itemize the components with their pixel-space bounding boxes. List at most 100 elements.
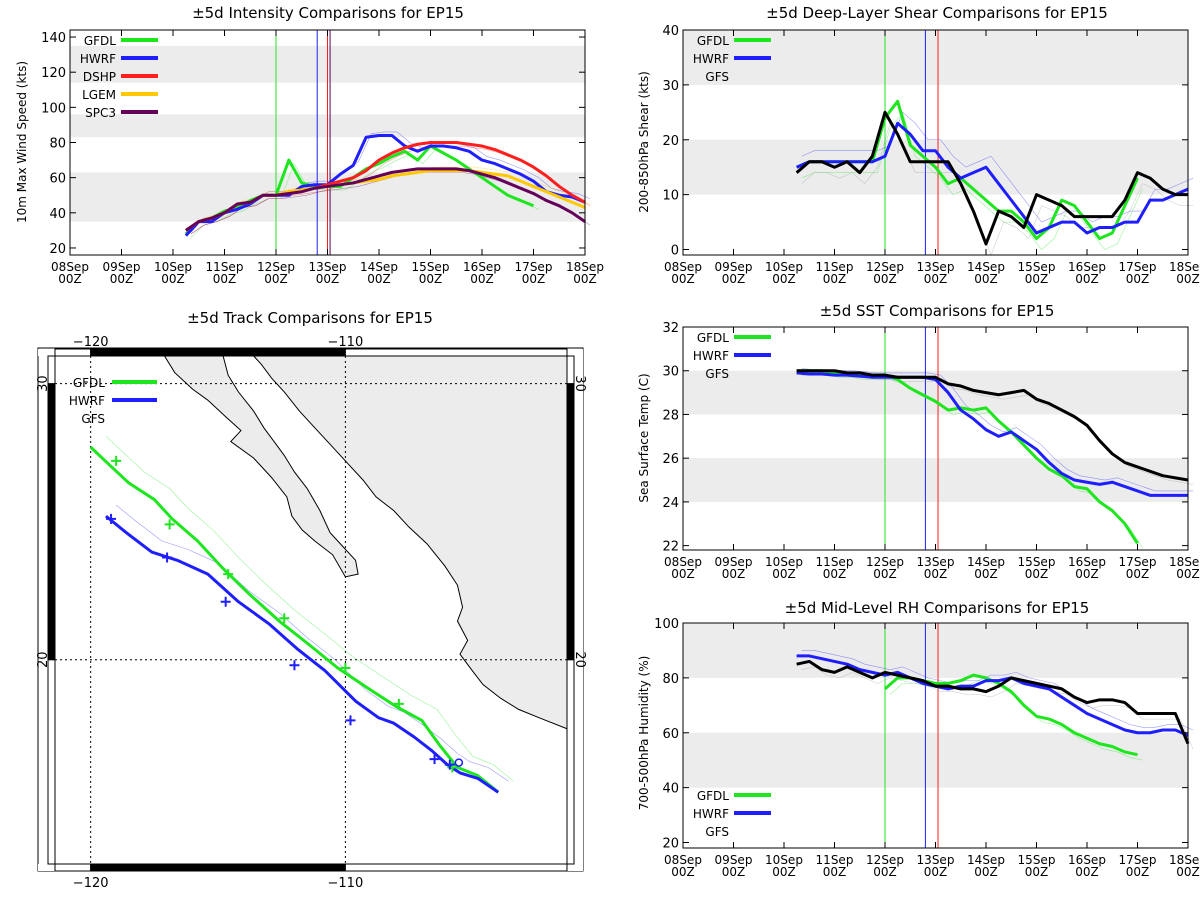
sst-xtick-label: 09Sep [715, 555, 753, 569]
rh-legend-label-hwrf: HWRF [693, 807, 729, 821]
track-lat-label-right: 30 [572, 375, 587, 392]
sst-xtick-sublabel: 00Z [873, 567, 897, 581]
intensity-ytick-label: 100 [41, 101, 66, 116]
rh-xtick-label: 16Sep [1068, 853, 1106, 867]
intensity-xtick-sublabel: 00Z [573, 272, 597, 286]
rh-xtick-label: 11Sep [816, 853, 854, 867]
intensity-legend-label-dshp: DSHP [83, 70, 116, 84]
track-marker-hwrf [444, 759, 455, 770]
sst-legend-label-gfdl: GFDL [697, 331, 729, 345]
sst-xtick-sublabel: 00Z [722, 567, 746, 581]
intensity-xtick-sublabel: 00Z [367, 272, 391, 286]
track-lat-label-left: 30 [36, 375, 51, 392]
intensity-ylabel: 10m Max Wind Speed (kts) [15, 61, 29, 223]
shear-xtick-label: 08Sep [664, 260, 702, 274]
sst-title: ±5d SST Comparisons for EP15 [820, 302, 1055, 320]
track-left-scalebar [47, 659, 56, 865]
mainland-coast [252, 355, 568, 730]
rh-xtick-sublabel: 00Z [1126, 865, 1150, 879]
shear-guidance-gfs [801, 122, 1194, 256]
shear-xtick-sublabel: 00Z [873, 272, 897, 286]
intensity-xtick-label: 15Sep [412, 260, 450, 274]
sst-xtick-label: 11Sep [816, 555, 854, 569]
sst-guidance-hwrf [801, 368, 1194, 492]
track-marker-gfs [323, 635, 333, 645]
rh-ylabel: 700-500hPa Humidity (%) [637, 656, 651, 811]
rh-xtick-label: 08Sep [664, 853, 702, 867]
rh-xtick-label: 13Sep [917, 853, 955, 867]
shear-xtick-sublabel: 00Z [924, 272, 948, 286]
shear-xtick-label: 12Sep [866, 260, 904, 274]
sst-guidance-gfdl [801, 374, 1143, 548]
track-line-gfdl [89, 446, 500, 794]
sst-series-hwrf [796, 371, 1188, 497]
shear-guidance-hwrf [801, 111, 1194, 223]
shear-title: ±5d Deep-Layer Shear Comparisons for EP1… [766, 4, 1108, 22]
shear-legend-label-gfs: GFS [705, 70, 729, 84]
rh-series-gfs [796, 659, 1190, 745]
shear-ytick-label: 0 [671, 244, 679, 259]
track-marker-hwrf [289, 660, 300, 671]
track-bottom-scalebar [344, 863, 568, 872]
shear-ytick-label: 10 [662, 189, 679, 204]
intensity-title: ±5d Intensity Comparisons for EP15 [192, 4, 464, 22]
sst-ytick-label: 22 [662, 540, 679, 555]
shear-xtick-label: 09Sep [715, 260, 753, 274]
rh-ytick-label: 60 [662, 727, 679, 742]
rh-ytick-label: 100 [654, 617, 679, 632]
rh-xtick-label: 14Sep [967, 853, 1005, 867]
track-marker-hwrf [220, 596, 231, 607]
shear-xtick-sublabel: 00Z [1075, 272, 1099, 286]
sst-xtick-sublabel: 00Z [1126, 567, 1150, 581]
sst-xtick-label: 08Sep [664, 555, 702, 569]
shear-series-hwrf [796, 121, 1189, 235]
rh-xtick-label: 12Sep [866, 853, 904, 867]
sst-xtick-sublabel: 00Z [924, 567, 948, 581]
sst-ytick-label: 24 [662, 496, 679, 511]
sst-xtick-label: 17Sep [1119, 555, 1157, 569]
rh-xtick-label: 18Sep [1169, 853, 1200, 867]
intensity-xtick-sublabel: 00Z [213, 272, 237, 286]
shear-xtick-sublabel: 00Z [1126, 272, 1150, 286]
intensity-series-spc3 [185, 167, 586, 232]
track-left-scalebar [47, 383, 56, 661]
track-marker-gfdl [223, 569, 234, 580]
rh-xtick-label: 15Sep [1018, 853, 1056, 867]
rh-xtick-sublabel: 00Z [772, 865, 796, 879]
rh-xtick-label: 10Sep [765, 853, 803, 867]
intensity-xtick-sublabel: 00Z [316, 272, 340, 286]
rh-xtick-sublabel: 00Z [1075, 865, 1099, 879]
sst-ytick-label: 30 [662, 365, 679, 380]
intensity-ytick-label: 20 [49, 242, 66, 257]
track-panel: −120 −120 −110 −110 20 20 30 30 GFDL HWRF GFS [36, 335, 587, 891]
sst-ytick-label: 32 [662, 321, 679, 336]
sst-frame [682, 326, 1189, 551]
rh-title: ±5d Mid-Level RH Comparisons for EP15 [785, 599, 1090, 617]
intensity-xtick-sublabel: 00Z [522, 272, 546, 286]
intensity-xtick-sublabel: 00Z [161, 272, 185, 286]
intensity-xtick-label: 10Sep [154, 260, 192, 274]
shear-xtick-sublabel: 00Z [823, 272, 847, 286]
track-marker-gfdl [279, 613, 290, 624]
shear-xtick-sublabel: 00Z [1176, 272, 1200, 286]
track-lat-label-left: 20 [36, 651, 51, 668]
track-marker-hwrf [345, 715, 356, 726]
sst-ytick-label: 26 [662, 452, 679, 467]
sst-xtick-sublabel: 00Z [823, 567, 847, 581]
track-marker-gfs [256, 558, 266, 568]
shear-xtick-label: 13Sep [917, 260, 955, 274]
rh-ytick-label: 20 [662, 837, 679, 852]
intensity-xtick-sublabel: 00Z [110, 272, 134, 286]
track-legend-label-gfdl: GFDL [73, 376, 105, 390]
rh-xtick-sublabel: 00Z [823, 865, 847, 879]
intensity-xtick-label: 09Sep [103, 260, 141, 274]
rh-ytick-label: 40 [662, 782, 679, 797]
intensity-xtick-label: 16Sep [463, 260, 501, 274]
intensity-xtick-label: 08Sep [51, 260, 89, 274]
shear-xtick-label: 18Sep [1169, 260, 1200, 274]
track-bottom-scalebar [90, 863, 346, 872]
shear-xtick-sublabel: 00Z [974, 272, 998, 286]
shear-xtick-label: 10Sep [765, 260, 803, 274]
track-initial-position [454, 758, 464, 767]
